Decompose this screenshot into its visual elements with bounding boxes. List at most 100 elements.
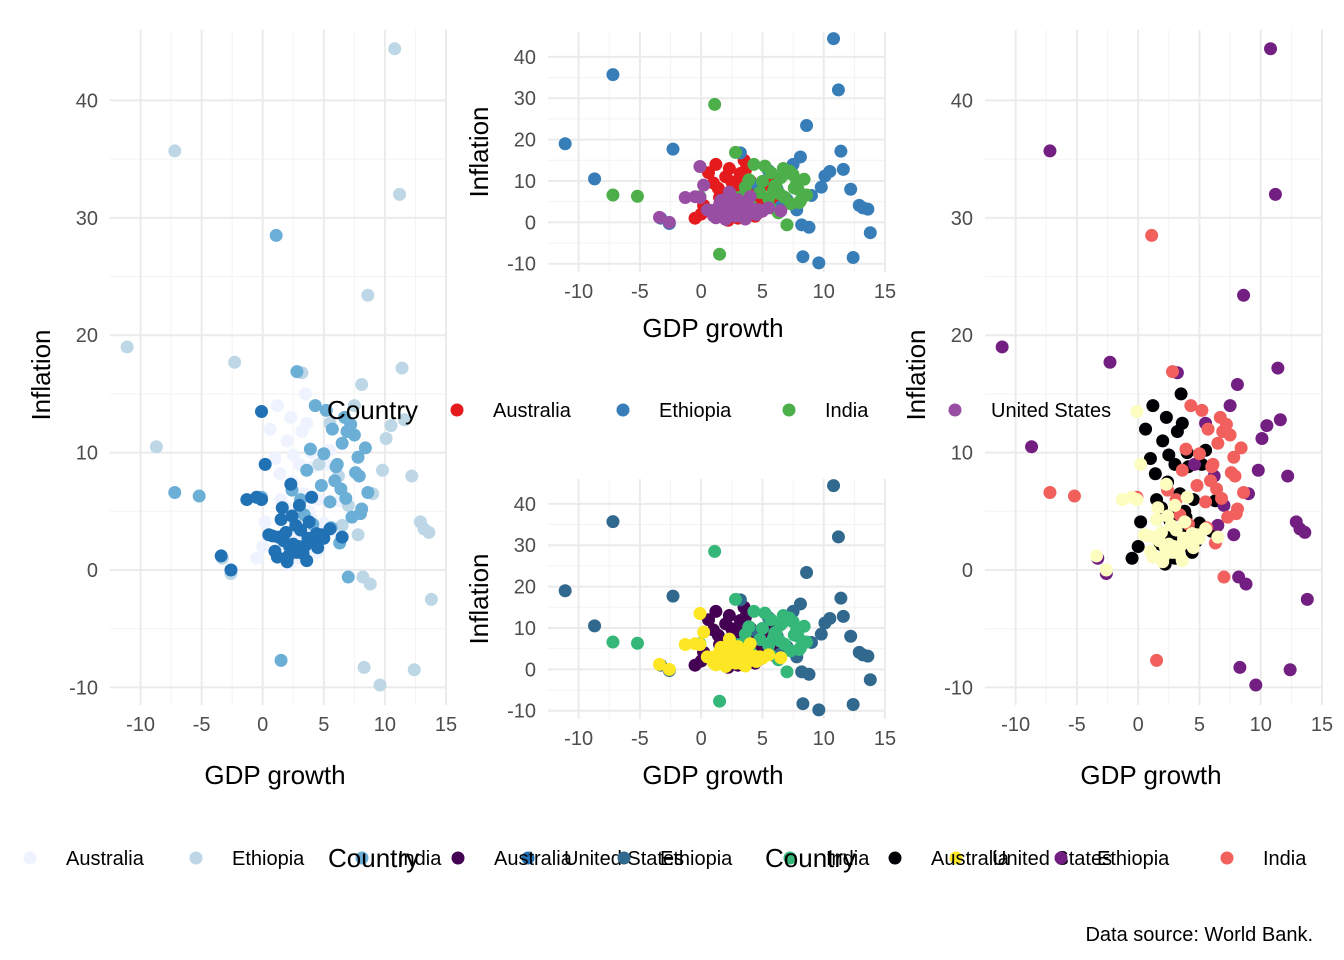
point-india [353, 507, 367, 521]
point-australia [284, 410, 298, 424]
point-ethiopia [831, 83, 845, 97]
point-australia [1174, 387, 1188, 401]
point-ethiopia [827, 32, 841, 46]
point-india [630, 189, 644, 203]
point-australia [258, 515, 272, 529]
point-india [708, 97, 722, 111]
point-india [792, 642, 806, 656]
legend-label: Ethiopia [660, 848, 733, 870]
point-united-states [762, 201, 776, 215]
point-ethiopia [1264, 42, 1278, 56]
point-ethiopia [1230, 378, 1244, 392]
point-united-states [1134, 457, 1148, 471]
point-india [1237, 486, 1251, 500]
point-india [168, 486, 182, 500]
y-tick-label: 40 [951, 90, 973, 112]
point-india [606, 188, 620, 202]
point-india [308, 399, 322, 413]
point-australia [1148, 467, 1162, 481]
point-india [1229, 507, 1243, 521]
point-united-states [1177, 531, 1191, 545]
point-ethiopia [1260, 419, 1274, 433]
legend-key-india [355, 851, 369, 865]
point-india [708, 544, 722, 558]
point-united-states [1150, 513, 1164, 527]
point-ethiopia [863, 673, 877, 687]
point-united-states [214, 549, 228, 563]
point-united-states [224, 563, 238, 577]
point-united-states [743, 190, 757, 204]
point-ethiopia [1300, 592, 1314, 606]
point-united-states [1090, 549, 1104, 563]
y-tick-label: 0 [525, 212, 536, 234]
y-tick-label: 20 [514, 577, 536, 599]
point-united-states [720, 210, 734, 224]
point-united-states [678, 638, 692, 652]
point-united-states [688, 637, 702, 651]
legend-label: India [825, 400, 869, 422]
legend-label: Ethiopia [659, 400, 732, 422]
x-tick-label: 15 [874, 728, 896, 750]
point-ethiopia [1188, 457, 1202, 471]
point-united-states [266, 529, 280, 543]
point-ethiopia [814, 627, 828, 641]
point-australia [273, 467, 287, 481]
point-united-states [738, 212, 752, 226]
y-tick-label: 10 [951, 443, 973, 465]
point-india [1165, 365, 1179, 379]
legend-key-ethiopia [616, 403, 630, 417]
point-australia [722, 609, 736, 623]
point-united-states [1199, 522, 1213, 536]
point-india [1224, 466, 1238, 480]
y-tick-label: -10 [944, 677, 973, 699]
point-united-states [743, 637, 757, 651]
legend-title: Country [327, 395, 418, 425]
legend-key-united-states [949, 851, 963, 865]
x-tick-label: -5 [631, 281, 649, 303]
point-australia [688, 658, 702, 672]
point-ethiopia [831, 530, 845, 544]
legends: Country Australia Ethiopia India United Stat… [23, 395, 1307, 873]
point-india [317, 447, 331, 461]
y-tick-label: 40 [76, 90, 98, 112]
point-india [780, 665, 794, 679]
points-group [995, 42, 1314, 692]
legend-label: Australia [493, 400, 572, 422]
legend-key-australia [451, 851, 465, 865]
point-ethiopia [1289, 515, 1303, 529]
y-axis-title: Inflation [464, 553, 494, 644]
point-ethiopia [1281, 469, 1295, 483]
point-ethiopia [1251, 463, 1265, 477]
point-australia [280, 434, 294, 448]
point-united-states [292, 498, 306, 512]
point-united-states [662, 662, 676, 676]
point-india [1216, 424, 1230, 438]
point-ethiopia [422, 525, 436, 539]
point-united-states [301, 531, 315, 545]
point-india [779, 167, 793, 181]
y-tick-label: -10 [507, 701, 536, 723]
point-ethiopia [1223, 399, 1237, 413]
x-tick-label: 15 [435, 714, 457, 736]
y-tick-label: 30 [514, 88, 536, 110]
point-ethiopia [818, 616, 832, 630]
point-india [1179, 442, 1193, 456]
point-united-states [1168, 498, 1182, 512]
y-tick-label: 40 [514, 47, 536, 69]
point-ethiopia [558, 137, 572, 151]
x-tick-label: 5 [757, 281, 768, 303]
y-tick-label: 30 [76, 208, 98, 230]
point-india [1150, 653, 1164, 667]
legend-label: United States [992, 848, 1112, 870]
legend-panel-d: Country Australia Ethiopia India United Stat… [765, 843, 1307, 873]
point-united-states [697, 178, 711, 192]
point-ethiopia [606, 515, 620, 529]
point-united-states [276, 534, 290, 548]
point-united-states [720, 657, 734, 671]
point-united-states [1162, 537, 1176, 551]
point-india [319, 403, 333, 417]
legend-key-australia [23, 851, 37, 865]
point-india [755, 621, 769, 635]
